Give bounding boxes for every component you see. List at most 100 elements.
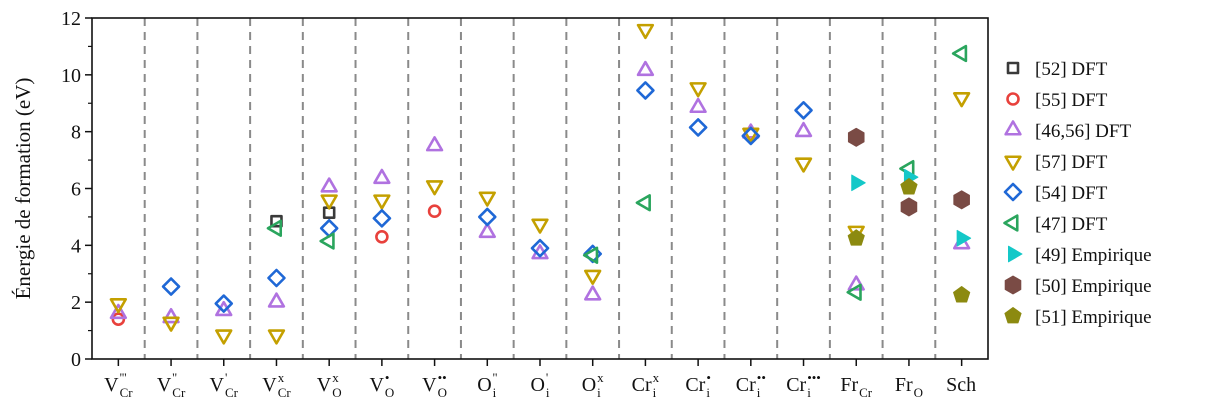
x-tick-label-main: V: [210, 374, 225, 396]
legend-label: [46,56] DFT: [1035, 121, 1131, 142]
x-tick-label-main: V: [104, 374, 119, 396]
data-point: [689, 82, 707, 98]
x-tick-label-main: V: [317, 374, 332, 396]
series-6: [851, 168, 972, 247]
data-point: [584, 269, 602, 285]
series-1: [111, 204, 442, 327]
x-tick-label-main: Sch: [946, 374, 976, 396]
data-point: [530, 238, 550, 258]
data-point: [375, 230, 389, 244]
data-point: [851, 174, 866, 192]
data-point: [427, 204, 442, 219]
y-tick-label: 8: [71, 122, 81, 144]
data-point: [162, 316, 180, 332]
x-tick-label-sub: i: [653, 385, 657, 400]
data-point: [847, 229, 865, 246]
x-tick-label-main: O: [582, 374, 596, 396]
x-tick-label-sup: ''': [120, 370, 127, 385]
legend: [52] DFT [55] DFT [46,56] DFT [57] DFT [54] …: [1003, 59, 1152, 328]
x-tick-label: Fr O: [895, 374, 923, 400]
legend-item: [50] Empirique: [1004, 275, 1152, 297]
legend-marker: [1004, 120, 1022, 136]
data-point: [425, 136, 444, 152]
series-5: [266, 44, 968, 301]
legend-marker: [1004, 307, 1022, 324]
x-tick-label-sub: O: [332, 385, 341, 400]
data-point: [320, 194, 338, 210]
x-tick-label-sub: O: [914, 385, 923, 400]
y-tick-label: 2: [71, 292, 81, 314]
data-points: [109, 23, 972, 345]
x-tick-label-sub: i: [757, 385, 761, 400]
x-tick-label-sup: x: [332, 370, 339, 385]
y-tick-label: 12: [61, 8, 81, 30]
data-point: [372, 209, 392, 228]
x-tick-label-main: V: [369, 374, 384, 396]
x-tick-label-sup: '': [493, 370, 498, 385]
legend-item: [52] DFT: [1006, 59, 1108, 80]
x-tick-label: V Ox: [317, 370, 342, 400]
legend-marker: [1004, 155, 1022, 171]
data-point: [794, 157, 813, 173]
x-tick-label: V O••: [422, 370, 447, 400]
x-tick-label-main: O: [477, 374, 491, 396]
data-point: [320, 177, 338, 193]
category-separators: [143, 18, 937, 359]
x-tick-label-sub: i: [597, 385, 601, 400]
data-point: [847, 275, 865, 291]
x-tick-label: Cr i••: [736, 370, 766, 400]
data-point: [952, 92, 971, 108]
legend-item: [49] Empirique: [1008, 245, 1152, 266]
data-point: [373, 168, 391, 185]
x-tick-label-main: Cr: [685, 374, 705, 396]
x-tick-label-sub: i: [706, 385, 710, 400]
data-point: [111, 312, 126, 327]
legend-item: [47] DFT: [1003, 214, 1108, 235]
legend-label: [49] Empirique: [1035, 245, 1152, 266]
legend-marker: [1006, 61, 1020, 75]
series-8: [847, 178, 971, 303]
legend-marker: [1004, 275, 1022, 295]
legend-item: [51] Empirique: [1004, 307, 1152, 328]
series-7: [847, 127, 970, 217]
legend-label: [47] DFT: [1035, 214, 1108, 235]
data-point: [956, 229, 972, 247]
data-point: [267, 292, 286, 308]
data-point: [847, 127, 865, 147]
legend-item: [46,56] DFT: [1004, 120, 1131, 142]
data-point: [900, 178, 918, 195]
data-point: [214, 294, 234, 313]
legend-marker: [1008, 245, 1023, 263]
x-tick-label-sup: '': [172, 370, 177, 385]
data-point: [531, 218, 549, 234]
y-tick-label: 10: [61, 65, 81, 87]
data-point: [636, 60, 655, 77]
x-tick-label-sup: ': [546, 370, 548, 385]
data-point: [478, 222, 496, 239]
x-tick-label-main: Fr: [840, 374, 858, 396]
legend-label: [52] DFT: [1035, 59, 1108, 80]
x-tick-label-sup: ': [225, 370, 227, 385]
x-tick-label-sub: Cr: [225, 385, 239, 400]
x-tick-label: V Cr''': [104, 370, 133, 400]
x-tick-label-sub: i: [807, 385, 811, 400]
data-point: [161, 277, 181, 296]
x-tick-label-main: Cr: [736, 374, 756, 396]
y-axis-title: Énergie de formation (eV): [11, 78, 35, 300]
data-point: [478, 191, 496, 207]
data-point: [953, 286, 971, 303]
data-point: [373, 194, 391, 210]
x-tick-label: V O•: [369, 370, 394, 400]
x-tick-label-main: Fr: [895, 374, 913, 396]
x-tick-label-main: V: [262, 374, 277, 396]
data-point: [215, 329, 233, 345]
legend-marker: [1006, 92, 1020, 106]
legend-label: [50] Empirique: [1035, 276, 1152, 297]
x-tick-label-sup: x: [653, 370, 660, 385]
x-tick-label-sup: ••: [438, 370, 447, 385]
data-point: [953, 190, 970, 210]
